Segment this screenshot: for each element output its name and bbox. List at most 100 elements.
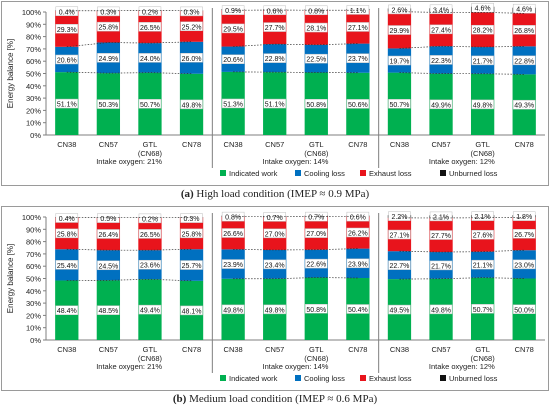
data-label: 2.1% bbox=[433, 214, 449, 221]
x-category-label-line: (CN68) bbox=[138, 354, 163, 363]
data-label-box bbox=[263, 22, 286, 32]
caption-b: (b) Medium load condition (IMEP ≈ 0.6 MP… bbox=[0, 393, 550, 405]
legend-swatch bbox=[295, 170, 301, 176]
data-label: 26.2% bbox=[348, 230, 368, 237]
x-category-label: CN38 bbox=[390, 345, 409, 354]
data-label: 23.7% bbox=[348, 56, 368, 63]
data-label: 49.8% bbox=[431, 307, 451, 314]
data-label-box bbox=[471, 211, 494, 221]
data-label: 23.0% bbox=[514, 262, 534, 269]
chart-panel-b: 0% 10% 20% 30% 40% 50% 60% 70% 80% 90% 100% Energy … bbox=[0, 205, 550, 410]
boundary-trend-line bbox=[399, 11, 525, 14]
data-label: 21.7% bbox=[431, 263, 451, 270]
data-label-box bbox=[512, 3, 536, 14]
data-label: 50.4% bbox=[348, 307, 368, 314]
y-tick-label: 40% bbox=[26, 287, 41, 296]
legend-label: Indicated work bbox=[229, 169, 278, 178]
data-label: 29.5% bbox=[223, 26, 243, 33]
boundary-trend-line bbox=[399, 72, 525, 75]
y-tick-label: 20% bbox=[26, 106, 41, 115]
y-tick-label: 70% bbox=[26, 45, 41, 54]
x-category-label-line: CN78 bbox=[348, 140, 367, 149]
x-category-label-line: CN78 bbox=[348, 345, 367, 354]
data-label-box bbox=[429, 260, 453, 271]
x-category-label: CN57 bbox=[431, 140, 450, 149]
legend-label: Exhaust loss bbox=[369, 169, 412, 178]
data-label: 0.8% bbox=[308, 8, 324, 15]
x-category-label: GTL (CN68) bbox=[471, 345, 496, 363]
data-label-box bbox=[429, 304, 453, 315]
legend-swatch bbox=[220, 170, 226, 176]
data-label-box bbox=[138, 53, 162, 63]
data-label: 22.5% bbox=[306, 57, 326, 64]
x-category-label: GTL (CN68) bbox=[138, 140, 163, 158]
data-label-box bbox=[305, 258, 328, 269]
data-label-box bbox=[388, 304, 411, 315]
data-label-box bbox=[55, 213, 79, 223]
data-label-box bbox=[138, 213, 162, 224]
data-label-box bbox=[471, 55, 494, 66]
y-tick-label: 80% bbox=[26, 238, 41, 247]
data-label-box bbox=[97, 229, 120, 239]
data-label-box bbox=[346, 99, 370, 109]
caption-a-text: High load condition (IMEP ≈ 0.9 MPa) bbox=[196, 188, 370, 200]
data-label: 27.1% bbox=[348, 25, 368, 32]
data-label: 26.7% bbox=[514, 232, 534, 239]
data-label: 25.7% bbox=[182, 263, 202, 270]
data-label: 25.8% bbox=[98, 25, 118, 32]
x-category-label-line: CN38 bbox=[224, 140, 243, 149]
data-label-box bbox=[471, 2, 494, 13]
y-tick-label: 80% bbox=[26, 33, 41, 42]
x-category-label: CN78 bbox=[515, 140, 534, 149]
y-tick-label: 50% bbox=[26, 70, 41, 79]
data-label: 0.2% bbox=[142, 9, 158, 16]
group-label: Intake oxygen: 12% bbox=[429, 362, 495, 371]
data-label: 27.6% bbox=[473, 233, 493, 240]
y-tick-label: 50% bbox=[26, 275, 41, 284]
data-label-box bbox=[512, 211, 536, 221]
x-category-label-line: GTL bbox=[309, 345, 324, 354]
y-tick-label: 60% bbox=[26, 262, 41, 271]
y-axis-label: Energy balance [%] bbox=[6, 244, 15, 313]
data-label-box bbox=[388, 99, 411, 109]
data-label: 19.7% bbox=[390, 59, 410, 66]
data-label-box bbox=[346, 5, 370, 15]
data-label-box bbox=[55, 54, 79, 65]
data-label: 24.9% bbox=[98, 56, 118, 63]
data-label-box bbox=[512, 55, 536, 66]
legend-swatch bbox=[360, 170, 366, 176]
data-label-box bbox=[512, 25, 536, 35]
data-label: 49.8% bbox=[473, 102, 493, 109]
legend-label: Unburned loss bbox=[449, 374, 498, 383]
x-category-label-line: CN57 bbox=[265, 345, 284, 354]
group-label: Intake oxygen: 12% bbox=[429, 157, 495, 166]
caption-b-text: Medium load condition (IMEP ≈ 0.6 MPa) bbox=[189, 393, 378, 405]
data-label-box bbox=[471, 259, 494, 270]
y-tick-label: 30% bbox=[26, 94, 41, 103]
data-label: 50.7% bbox=[140, 102, 160, 109]
data-label: 50.7% bbox=[473, 307, 493, 314]
caption-a-letter: (a) bbox=[180, 188, 194, 200]
data-label-box bbox=[429, 55, 453, 65]
data-label-box bbox=[180, 213, 203, 223]
data-label: 0.3% bbox=[100, 9, 116, 16]
caption-a: (a) High load condition (IMEP ≈ 0.9 MPa) bbox=[0, 188, 550, 200]
x-category-label-line: (CN68) bbox=[304, 354, 329, 363]
data-label-box bbox=[346, 22, 370, 32]
legend-swatch bbox=[440, 170, 446, 176]
data-label: 49.8% bbox=[182, 102, 202, 109]
x-category-label: GTL (CN68) bbox=[304, 345, 329, 363]
data-label-box bbox=[55, 24, 79, 34]
data-label: 49.9% bbox=[431, 102, 451, 109]
data-label-box bbox=[97, 21, 120, 32]
data-label-box bbox=[388, 211, 411, 221]
data-label: 49.5% bbox=[390, 308, 410, 315]
x-category-label-line: CN78 bbox=[182, 140, 201, 149]
boundary-trend-line bbox=[233, 248, 358, 251]
data-label: 0.7% bbox=[308, 215, 324, 222]
data-label: 27.1% bbox=[390, 233, 410, 240]
data-label: 4.6% bbox=[475, 6, 491, 13]
data-label: 1.8% bbox=[516, 214, 532, 221]
y-tick-label: 90% bbox=[26, 225, 41, 234]
data-label: 0.9% bbox=[225, 8, 241, 15]
